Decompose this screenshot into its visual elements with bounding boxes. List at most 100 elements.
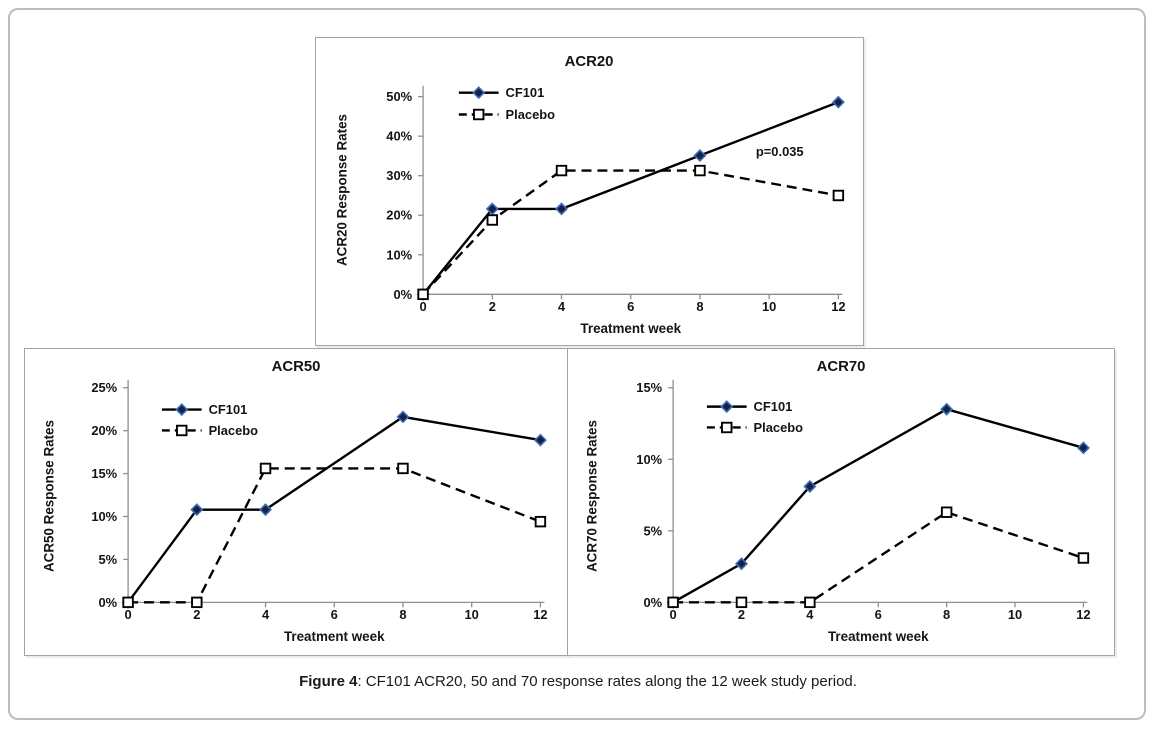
series-cf101-diamond-marker	[940, 402, 954, 416]
series-cf101-diamond-marker	[803, 479, 817, 493]
series-line-placebo	[128, 467, 541, 604]
x-tick-label: 10	[762, 299, 776, 314]
y-tick-label: 0%	[99, 595, 118, 610]
y-tick-label: 20%	[91, 423, 117, 438]
series-line-cf101	[422, 101, 839, 296]
x-tick-label: 8	[943, 607, 950, 622]
legend-diamond-marker	[720, 400, 734, 414]
series-placebo-square-marker	[1077, 552, 1090, 564]
x-tick-label: 10	[465, 607, 479, 622]
legend-square-marker	[176, 424, 188, 437]
x-tick-label: 6	[875, 607, 882, 622]
series-placebo-square-marker	[191, 596, 203, 609]
y-tick-label: 25%	[91, 380, 117, 395]
x-axis-label: Treatment week	[828, 629, 929, 644]
series-cf101-diamond-marker	[555, 202, 569, 216]
series-placebo-square-marker	[804, 596, 816, 609]
y-tick-label: 5%	[99, 552, 118, 567]
x-tick-label: 6	[331, 607, 338, 622]
series-line-cf101	[672, 407, 1084, 604]
legend-label-cf101: CF101	[754, 399, 793, 414]
legend-label-placebo: Placebo	[209, 423, 259, 438]
x-tick-label: 12	[1076, 607, 1090, 622]
figure-outer-border	[8, 8, 1146, 720]
figure-caption-label: Figure 4	[299, 673, 358, 690]
x-tick-label: 8	[399, 607, 406, 622]
x-axis-label: Treatment week	[284, 629, 385, 644]
chart-title: ACR20	[565, 54, 614, 70]
p-value-annotation: p=0.035	[756, 144, 804, 159]
series-placebo-square-marker	[534, 515, 547, 528]
x-tick-label: 8	[696, 299, 703, 314]
y-tick-label: 50%	[386, 89, 412, 104]
series-cf101-diamond-marker	[734, 557, 748, 571]
y-axis-label: ACR20 Response Rates	[335, 114, 350, 266]
x-tick-label: 0	[670, 607, 677, 622]
series-placebo-square-marker	[832, 189, 845, 202]
y-axis-label: ACR50 Response Rates	[42, 420, 57, 572]
y-tick-label: 10%	[636, 452, 662, 467]
series-cf101-diamond-marker	[693, 149, 707, 163]
y-tick-label: 20%	[386, 208, 412, 223]
series-placebo-square-marker	[694, 164, 706, 177]
series-placebo-square-marker	[667, 596, 679, 609]
y-tick-label: 10%	[91, 509, 117, 524]
series-placebo-square-marker	[486, 214, 499, 226]
y-tick-label: 10%	[386, 247, 412, 262]
x-tick-label: 4	[262, 607, 270, 622]
legend-label-placebo: Placebo	[506, 107, 556, 122]
x-tick-label: 10	[1008, 607, 1022, 622]
x-tick-label: 0	[125, 607, 132, 622]
acr20-line-chart: ACR20 ACR20 Response Rates Treatment week 0…	[335, 54, 846, 336]
series-cf101-diamond-marker	[1076, 441, 1090, 455]
y-tick-label: 0%	[644, 595, 663, 610]
x-tick-label: 0	[419, 299, 426, 314]
series-placebo-square-marker	[417, 288, 429, 301]
series-placebo-square-marker	[122, 596, 134, 609]
x-tick-label: 2	[738, 607, 745, 622]
x-tick-label: 12	[831, 299, 845, 314]
y-tick-label: 0%	[393, 287, 412, 302]
chart-panel-acr20: ACR20 ACR20 Response Rates Treatment week 0…	[315, 37, 864, 346]
series-cf101-diamond-marker	[396, 410, 410, 424]
y-tick-label: 40%	[386, 129, 412, 144]
legend-square-marker	[473, 108, 485, 121]
y-tick-label: 15%	[91, 466, 117, 481]
acr50-line-chart: ACR50 ACR50 Response Rates Treatment week 0…	[42, 359, 548, 644]
chart-title: ACR70	[817, 359, 866, 375]
x-tick-label: 4	[558, 299, 566, 314]
series-line-placebo	[673, 510, 1084, 604]
x-tick-label: 2	[489, 299, 496, 314]
legend-label-cf101: CF101	[506, 85, 545, 100]
y-tick-label: 15%	[636, 380, 662, 395]
series-line-cf101	[127, 415, 541, 604]
legend-label-placebo: Placebo	[754, 420, 804, 435]
y-tick-label: 5%	[644, 523, 663, 538]
chart-title: ACR50	[272, 359, 321, 375]
series-placebo-square-marker	[735, 596, 748, 609]
legend-diamond-marker	[175, 403, 189, 417]
series-cf101-diamond-marker	[190, 503, 204, 517]
figure-caption: Figure 4: CF101 ACR20, 50 and 70 respons…	[0, 673, 1156, 690]
legend-label-cf101: CF101	[209, 402, 248, 417]
legend-diamond-marker	[472, 86, 486, 100]
x-tick-label: 2	[193, 607, 200, 622]
y-axis-label: ACR70 Response Rates	[585, 420, 600, 572]
chart-panel-acr50: ACR50 ACR50 Response Rates Treatment week 0…	[24, 348, 568, 656]
series-placebo-square-marker	[940, 506, 953, 518]
series-placebo-square-marker	[259, 462, 272, 475]
series-cf101-diamond-marker	[533, 433, 547, 447]
x-tick-label: 12	[533, 607, 547, 622]
y-tick-label: 30%	[386, 168, 412, 183]
acr70-line-chart: ACR70 ACR70 Response Rates Treatment week 0…	[585, 359, 1091, 644]
figure-caption-text: : CF101 ACR20, 50 and 70 response rates …	[357, 673, 857, 690]
series-placebo-square-marker	[397, 462, 409, 475]
x-tick-label: 6	[627, 299, 634, 314]
x-tick-label: 4	[806, 607, 814, 622]
series-placebo-square-marker	[555, 164, 568, 177]
series-line-placebo	[422, 169, 839, 296]
chart-panel-acr70: ACR70 ACR70 Response Rates Treatment week 0…	[567, 348, 1115, 656]
legend-square-marker	[721, 421, 733, 434]
x-axis-label: Treatment week	[580, 321, 681, 336]
